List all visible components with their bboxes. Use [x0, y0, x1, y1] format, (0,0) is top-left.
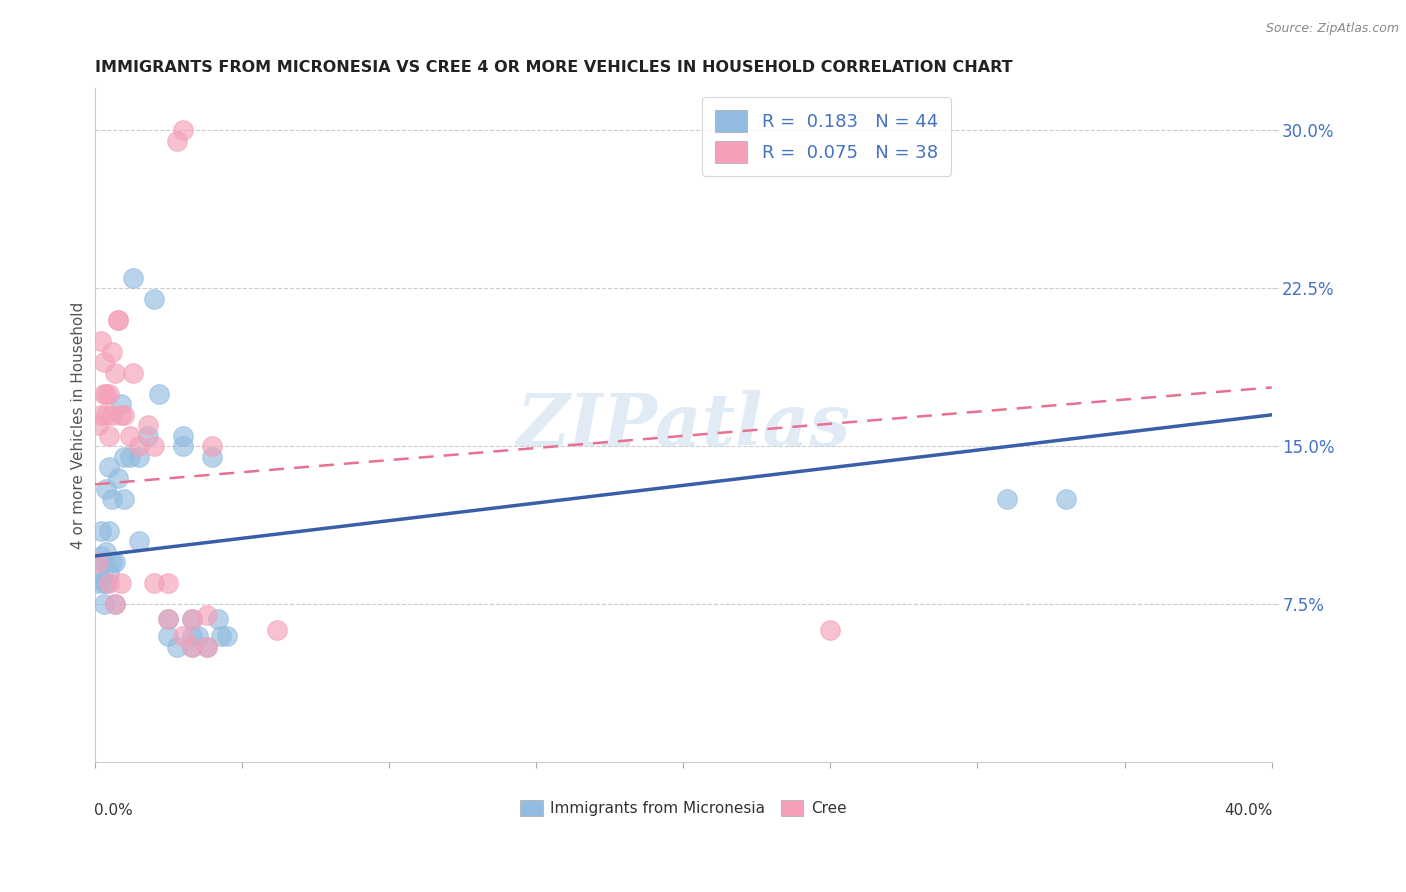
Point — [96, 386, 118, 401]
Point — [98, 429, 121, 443]
Point — [90, 549, 112, 563]
Point — [86, 555, 108, 569]
Point — [157, 629, 180, 643]
Point — [107, 471, 129, 485]
Point — [112, 492, 135, 507]
Point — [93, 576, 115, 591]
Point — [93, 598, 115, 612]
Point — [166, 640, 188, 654]
Point — [122, 271, 145, 285]
Point — [107, 313, 129, 327]
Point — [112, 450, 135, 464]
Point — [207, 612, 229, 626]
Point — [90, 334, 112, 348]
Text: ZIPatlas: ZIPatlas — [516, 390, 851, 461]
Point — [110, 408, 132, 422]
Text: IMMIGRANTS FROM MICRONESIA VS CREE 4 OR MORE VEHICLES IN HOUSEHOLD CORRELATION C: IMMIGRANTS FROM MICRONESIA VS CREE 4 OR … — [94, 60, 1012, 75]
Point — [209, 629, 232, 643]
Point — [142, 576, 165, 591]
Point — [157, 612, 180, 626]
Point — [110, 397, 132, 411]
Point — [86, 566, 108, 580]
Point — [98, 460, 121, 475]
Point — [180, 640, 202, 654]
Point — [172, 429, 194, 443]
Point — [266, 623, 288, 637]
Point — [142, 292, 165, 306]
Point — [118, 450, 141, 464]
Point — [148, 386, 170, 401]
Point — [201, 439, 224, 453]
Point — [98, 566, 121, 580]
Point — [187, 629, 209, 643]
Point — [101, 492, 124, 507]
Point — [166, 134, 188, 148]
Point — [136, 429, 159, 443]
Point — [86, 576, 108, 591]
Point — [820, 623, 842, 637]
Point — [107, 313, 129, 327]
Point — [93, 386, 115, 401]
Point — [195, 640, 218, 654]
Point — [118, 429, 141, 443]
Point — [98, 524, 121, 538]
Point — [201, 450, 224, 464]
Point — [157, 612, 180, 626]
Point — [93, 555, 115, 569]
Point — [90, 524, 112, 538]
Point — [128, 439, 150, 453]
Point — [180, 629, 202, 643]
Text: 40.0%: 40.0% — [1225, 803, 1272, 818]
Point — [128, 534, 150, 549]
Point — [104, 598, 127, 612]
Point — [101, 408, 124, 422]
Point — [110, 576, 132, 591]
Point — [217, 629, 239, 643]
Point — [172, 123, 194, 137]
Point — [195, 607, 218, 622]
Point — [101, 555, 124, 569]
Point — [104, 555, 127, 569]
Text: Source: ZipAtlas.com: Source: ZipAtlas.com — [1265, 22, 1399, 36]
Point — [995, 492, 1018, 507]
Point — [104, 598, 127, 612]
Point — [93, 355, 115, 369]
Point — [180, 612, 202, 626]
Point — [172, 629, 194, 643]
Point — [98, 386, 121, 401]
Point — [195, 640, 218, 654]
Point — [86, 418, 108, 433]
Point — [157, 576, 180, 591]
Text: 0.0%: 0.0% — [94, 803, 132, 818]
Point — [104, 366, 127, 380]
Point — [122, 366, 145, 380]
Point — [96, 482, 118, 496]
Y-axis label: 4 or more Vehicles in Household: 4 or more Vehicles in Household — [72, 301, 86, 549]
Point — [112, 408, 135, 422]
Point — [96, 576, 118, 591]
Point — [180, 640, 202, 654]
Point — [1054, 492, 1077, 507]
Point — [180, 612, 202, 626]
Point — [101, 344, 124, 359]
Point — [98, 576, 121, 591]
Point — [172, 439, 194, 453]
Point — [96, 545, 118, 559]
Point — [90, 408, 112, 422]
Point — [136, 418, 159, 433]
Point — [128, 450, 150, 464]
Legend: Immigrants from Micronesia, Cree: Immigrants from Micronesia, Cree — [513, 794, 853, 822]
Point — [96, 408, 118, 422]
Point — [142, 439, 165, 453]
